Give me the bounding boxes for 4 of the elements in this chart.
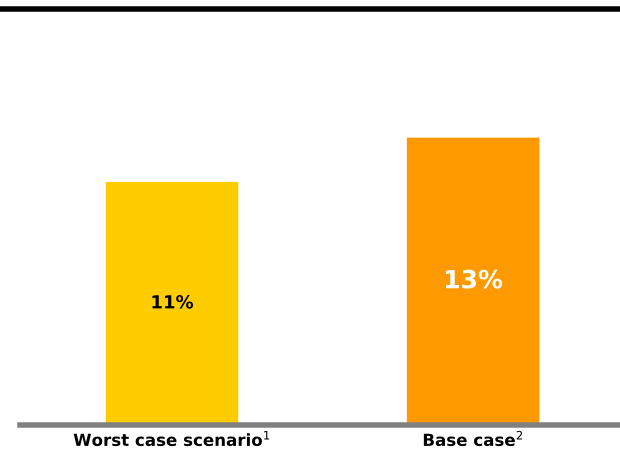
data-label: 11% (152, 295, 194, 309)
data-label: 13% (446, 270, 502, 289)
x-tick-label: Worst case scenario$^{1}$ (74, 430, 270, 446)
x-tick-label: Base case$^{2}$ (424, 430, 522, 446)
